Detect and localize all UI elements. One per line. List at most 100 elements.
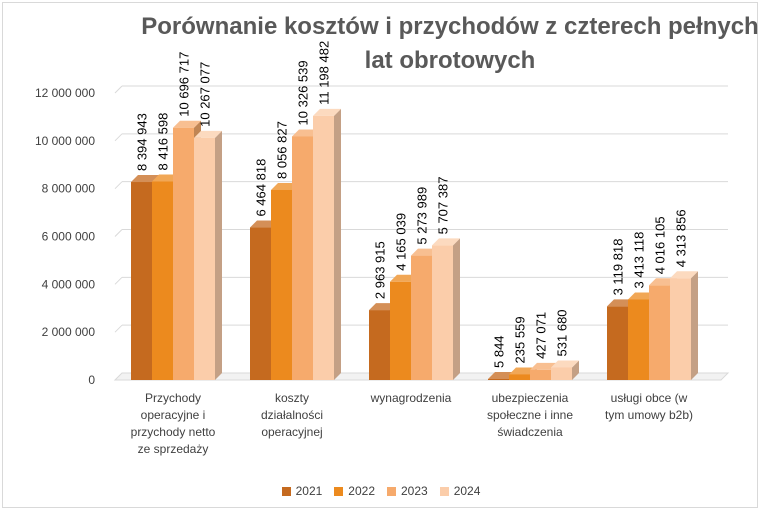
y-tick-label: 12 000 000 xyxy=(35,86,95,100)
data-label: 2 963 915 xyxy=(373,241,388,299)
legend-item: 2023 xyxy=(387,484,428,498)
bar xyxy=(292,136,313,380)
data-label: 4 313 856 xyxy=(674,209,689,267)
bar-top xyxy=(551,360,579,368)
bar xyxy=(530,369,551,380)
bar xyxy=(152,181,173,380)
y-tick-label: 8 000 000 xyxy=(42,182,96,196)
data-label: 6 464 818 xyxy=(254,159,269,217)
chart-title-line-1: Porównanie kosztów i przychodów z cztere… xyxy=(141,13,759,40)
data-label: 10 696 717 xyxy=(177,52,192,117)
gridline-side xyxy=(114,229,123,237)
bar xyxy=(670,278,691,380)
legend-label: 2023 xyxy=(401,484,428,498)
y-tick-label: 10 000 000 xyxy=(35,134,95,148)
gridline-side xyxy=(114,133,123,142)
bar-side xyxy=(572,360,579,380)
data-label: 235 559 xyxy=(513,316,528,363)
category-label-line: operacyjne i xyxy=(140,408,206,422)
bar xyxy=(411,255,432,380)
bar-side xyxy=(453,238,460,380)
legend-swatch xyxy=(334,486,344,496)
bar-top xyxy=(194,130,222,138)
bar xyxy=(369,310,390,380)
category-label-line: ze sprzedaży xyxy=(137,442,209,456)
gridline-side xyxy=(114,324,123,333)
category-label-line: tym umowy b2b) xyxy=(604,408,694,422)
bar xyxy=(173,127,194,381)
data-label: 531 680 xyxy=(555,309,570,356)
bar xyxy=(432,245,453,380)
bar xyxy=(390,281,411,380)
legend-label: 2021 xyxy=(295,484,323,498)
legend-item: 2024 xyxy=(439,484,481,498)
bar xyxy=(607,306,628,380)
bar xyxy=(649,285,670,380)
data-label: 5 844 xyxy=(492,335,507,368)
y-tick-label: 2 000 000 xyxy=(42,325,96,339)
category-label: koszty działalności operacyjnej xyxy=(232,390,352,441)
data-label: 8 416 598 xyxy=(156,113,171,171)
chart-title-line-2: lat obrotowych xyxy=(364,47,536,74)
bar-side xyxy=(334,108,341,380)
category-label: Przychody operacyjne i przychody netto ze s… xyxy=(113,390,233,458)
data-label: 427 071 xyxy=(534,312,549,359)
bar xyxy=(488,379,509,380)
bar-top xyxy=(313,108,341,116)
legend-swatch xyxy=(387,486,396,496)
y-tick-label: 0 xyxy=(88,373,95,387)
data-label: 3 119 818 xyxy=(611,239,626,296)
data-label: 4 165 039 xyxy=(394,213,409,271)
bar xyxy=(551,367,572,380)
bar-side xyxy=(691,271,698,380)
y-tick-label: 6 000 000 xyxy=(42,230,96,244)
legend-label: 2024 xyxy=(453,484,481,498)
data-label: 5 707 387 xyxy=(436,177,451,235)
bar-top xyxy=(670,271,698,279)
bar-top xyxy=(432,238,460,246)
bar xyxy=(313,115,334,380)
data-label: 5 273 989 xyxy=(415,187,430,245)
data-label: 8 056 827 xyxy=(275,121,290,179)
data-label: 8 394 943 xyxy=(135,113,150,171)
category-label-line: społeczne i inne xyxy=(486,408,574,422)
legend-swatch xyxy=(281,486,291,496)
data-label: 10 326 539 xyxy=(296,60,311,125)
bar xyxy=(194,137,215,380)
category-label: usługi obce (w tym umowy b2b) xyxy=(589,390,709,424)
bar xyxy=(250,227,271,380)
category-label: wynagrodzenia xyxy=(351,390,471,407)
bar xyxy=(271,189,292,380)
category-label-line: przychody netto xyxy=(130,425,216,439)
legend-label: 2022 xyxy=(348,484,375,498)
category-label-line: wynagrodzenia xyxy=(370,391,452,405)
category-label-line: świadczenia xyxy=(497,425,563,439)
chart-legend: 2021 2022 2023 2024 xyxy=(0,484,762,499)
bar xyxy=(131,182,152,380)
legend-swatch xyxy=(439,486,449,496)
y-tick-label: 4 000 000 xyxy=(42,277,96,291)
gridline-side xyxy=(114,181,123,190)
legend-item: 2021 xyxy=(281,484,323,498)
category-label-line: ubezpieczenia xyxy=(491,391,569,405)
bar-side xyxy=(215,130,222,380)
category-label-line: operacyjnej xyxy=(261,425,323,439)
data-label: 10 267 077 xyxy=(198,62,213,127)
gridline-side xyxy=(114,276,123,285)
chart-title: Porównanie kosztów i przychodów z cztere… xyxy=(110,10,762,78)
category-label-line: Przychody xyxy=(144,391,202,405)
data-label: 11 198 482 xyxy=(317,41,332,105)
data-label: 3 413 118 xyxy=(632,232,647,289)
category-label: ubezpieczenia społeczne i inne świadczenia xyxy=(470,390,590,441)
legend-item: 2022 xyxy=(334,484,375,498)
bar xyxy=(628,299,649,380)
bar-top xyxy=(173,120,201,128)
bar xyxy=(509,374,530,380)
category-label-line: koszty xyxy=(274,391,309,405)
category-label-line: usługi obce (w xyxy=(610,391,688,405)
bar-top xyxy=(131,175,159,183)
data-label: 4 016 105 xyxy=(653,216,668,274)
gridline-side xyxy=(114,85,123,94)
